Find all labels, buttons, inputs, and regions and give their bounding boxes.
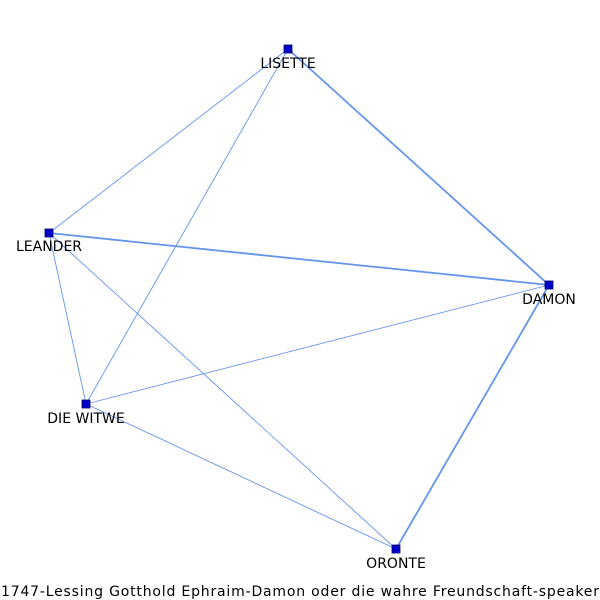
edge-leander-die-witwe	[48, 232, 87, 405]
node-label-leander: LEANDER	[16, 239, 82, 255]
node-label-oronte: ORONTE	[366, 556, 426, 572]
edge-damon-die-witwe	[85, 284, 550, 405]
edge-lisette-damon	[287, 48, 550, 286]
node-die-witwe	[81, 399, 91, 409]
edge-damon-oronte	[395, 284, 550, 550]
node-label-die-witwe: DIE WITWE	[47, 411, 124, 427]
edge-leander-damon	[48, 232, 550, 286]
edge-lisette-die-witwe	[85, 48, 289, 405]
node-label-damon: DAMON	[522, 292, 576, 308]
node-leander	[44, 228, 54, 238]
edges-layer	[48, 48, 550, 550]
node-lisette	[283, 44, 293, 54]
node-label-lisette: LISETTE	[260, 56, 315, 72]
node-damon	[544, 280, 554, 290]
edge-lisette-leander	[48, 48, 289, 234]
labels-layer: LISETTE LEANDER DAMON DIE WITWE ORONTE	[16, 56, 576, 572]
node-oronte	[391, 544, 401, 554]
diagram-caption: 1747-Lessing Gotthold Ephraim-Damon oder…	[1, 584, 599, 600]
edge-die-witwe-oronte	[85, 403, 397, 550]
edge-leander-oronte	[48, 232, 397, 550]
nodes-layer	[44, 44, 554, 554]
